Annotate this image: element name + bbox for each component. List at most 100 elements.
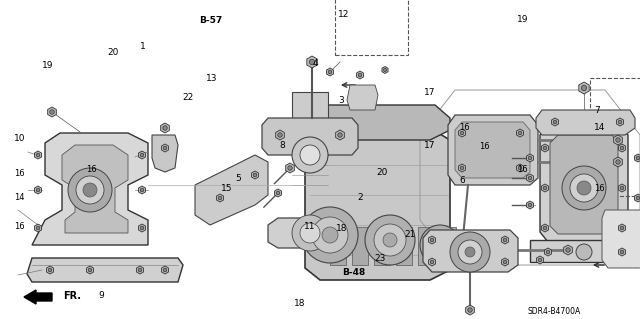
Circle shape	[581, 85, 587, 91]
Circle shape	[458, 240, 482, 264]
Text: 21: 21	[404, 230, 416, 239]
Polygon shape	[262, 118, 358, 155]
Polygon shape	[455, 122, 530, 178]
Polygon shape	[541, 144, 548, 152]
Circle shape	[163, 146, 167, 150]
Polygon shape	[47, 107, 56, 117]
Text: 6: 6	[460, 176, 465, 185]
Polygon shape	[268, 218, 352, 248]
Polygon shape	[458, 129, 465, 137]
Circle shape	[253, 173, 257, 177]
Circle shape	[302, 207, 358, 263]
Circle shape	[528, 203, 532, 207]
Polygon shape	[602, 210, 640, 268]
Bar	[590, 78, 640, 196]
Polygon shape	[634, 194, 640, 202]
Polygon shape	[47, 266, 54, 274]
Bar	[292, 92, 328, 155]
Circle shape	[50, 110, 54, 114]
Text: 4: 4	[312, 59, 318, 68]
Circle shape	[503, 238, 507, 242]
Circle shape	[140, 226, 144, 230]
Polygon shape	[62, 145, 128, 233]
Circle shape	[365, 215, 415, 265]
Circle shape	[456, 250, 460, 254]
Circle shape	[292, 137, 328, 173]
Circle shape	[528, 156, 532, 160]
Polygon shape	[275, 189, 282, 197]
Polygon shape	[579, 82, 589, 94]
Polygon shape	[564, 245, 572, 255]
Circle shape	[518, 131, 522, 135]
Polygon shape	[474, 254, 481, 262]
Circle shape	[543, 146, 547, 150]
Bar	[330, 227, 346, 265]
Circle shape	[218, 196, 222, 200]
Circle shape	[460, 131, 464, 135]
Polygon shape	[307, 56, 317, 68]
Circle shape	[620, 186, 624, 190]
Circle shape	[328, 70, 332, 74]
Circle shape	[288, 166, 292, 170]
Text: 12: 12	[338, 10, 349, 19]
Circle shape	[88, 268, 92, 272]
Text: 3: 3	[338, 96, 344, 105]
Circle shape	[566, 248, 570, 252]
Circle shape	[618, 120, 622, 124]
Text: SDR4-B4700A: SDR4-B4700A	[528, 307, 581, 315]
Circle shape	[476, 256, 480, 260]
Circle shape	[543, 186, 547, 190]
Text: 10: 10	[14, 134, 26, 143]
Polygon shape	[552, 118, 559, 126]
Text: 16: 16	[594, 184, 605, 193]
Polygon shape	[527, 174, 534, 182]
Circle shape	[374, 224, 406, 256]
Polygon shape	[285, 163, 294, 173]
Circle shape	[428, 233, 452, 257]
Circle shape	[430, 260, 434, 264]
Text: FR.: FR.	[63, 291, 81, 301]
Polygon shape	[614, 135, 622, 145]
Polygon shape	[527, 154, 534, 162]
Polygon shape	[448, 115, 538, 185]
Text: 19: 19	[42, 61, 53, 70]
Polygon shape	[195, 155, 268, 225]
Text: 1: 1	[140, 42, 145, 51]
Circle shape	[138, 268, 142, 272]
Polygon shape	[35, 224, 42, 232]
Circle shape	[420, 225, 460, 265]
Circle shape	[430, 238, 434, 242]
Circle shape	[338, 133, 342, 137]
Circle shape	[468, 308, 472, 312]
Circle shape	[503, 260, 507, 264]
Circle shape	[36, 153, 40, 157]
Text: 18: 18	[294, 299, 305, 308]
Polygon shape	[618, 224, 625, 232]
Polygon shape	[516, 164, 524, 172]
Circle shape	[576, 244, 592, 260]
Circle shape	[292, 215, 328, 251]
Polygon shape	[429, 236, 435, 244]
Text: 11: 11	[304, 222, 316, 231]
Circle shape	[383, 68, 387, 71]
Circle shape	[538, 258, 542, 262]
Polygon shape	[614, 157, 622, 167]
Circle shape	[276, 191, 280, 195]
Text: 8: 8	[280, 141, 285, 150]
Polygon shape	[616, 118, 623, 126]
Bar	[418, 227, 434, 265]
Text: 14: 14	[594, 123, 605, 132]
Polygon shape	[536, 256, 543, 264]
Circle shape	[636, 196, 640, 200]
Polygon shape	[618, 144, 625, 152]
Text: 18: 18	[336, 224, 348, 233]
Circle shape	[543, 226, 547, 230]
Polygon shape	[536, 110, 635, 135]
Polygon shape	[454, 247, 462, 257]
Circle shape	[383, 233, 397, 247]
Polygon shape	[540, 125, 628, 242]
Text: 16: 16	[14, 169, 25, 178]
Text: 19: 19	[517, 15, 529, 24]
Circle shape	[358, 73, 362, 77]
Polygon shape	[541, 184, 548, 192]
